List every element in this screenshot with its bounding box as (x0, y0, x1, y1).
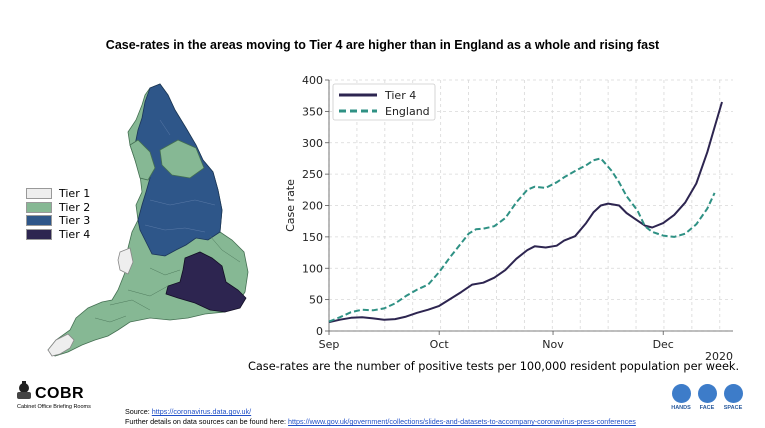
source-link[interactable]: https://coronavirus.data.gov.uk/ (151, 407, 252, 416)
source-footer: Source: https://coronavirus.data.gov.uk/… (125, 407, 636, 427)
y-tick-label: 0 (316, 325, 323, 338)
x-tick-label: Oct (430, 338, 450, 351)
map-tier4-southeast (165, 251, 247, 313)
y-axis-label: Case rate (284, 179, 297, 232)
y-tick-label: 300 (302, 137, 323, 150)
face-label: FACE (699, 405, 715, 411)
cobr-subtitle: Cabinet Office Briefing Rooms (17, 404, 91, 410)
x-tick-label: Dec (653, 338, 674, 351)
chart-legend-label: Tier 4 (384, 89, 416, 102)
hands-icon (671, 384, 691, 403)
hands-item: HANDS (670, 384, 692, 411)
map-tier2-yorkshire (159, 139, 205, 179)
y-tick-label: 50 (309, 294, 323, 307)
space-label: SPACE (723, 405, 743, 411)
space-item: SPACE (722, 384, 744, 411)
year-label: 2020 (705, 350, 733, 363)
map-legend: Tier 1 Tier 2 Tier 3 Tier 4 (26, 187, 90, 241)
face-item: FACE (696, 384, 718, 411)
slide-title: Case-rates in the areas moving to Tier 4… (105, 38, 660, 52)
hands-face-space: HANDS FACE SPACE (670, 384, 744, 411)
map-tier1-cornwall (47, 333, 75, 357)
map-tier2-cumbria (129, 139, 156, 181)
source-prefix: Source: (125, 407, 152, 416)
series-line-tier-4 (328, 101, 723, 324)
map-legend-entry: Tier 2 (26, 201, 90, 215)
map-legend-entry: Tier 4 (26, 228, 90, 242)
chart-caption: Case-rates are the number of positive te… (248, 360, 740, 373)
map-legend-label: Tier 3 (59, 214, 91, 228)
crest-icon (17, 381, 31, 399)
y-tick-label: 400 (302, 74, 323, 87)
y-tick-label: 350 (302, 105, 323, 118)
details-prefix: Further details on data sources can be f… (125, 417, 289, 426)
y-tick-label: 250 (302, 168, 323, 181)
map-legend-swatch (26, 188, 52, 200)
map-legend-swatch (26, 201, 52, 213)
cobr-logo: COBR (35, 385, 85, 402)
series-line-england (328, 157, 716, 323)
details-link[interactable]: https://www.gov.uk/government/collection… (288, 417, 636, 426)
x-tick-label: Sep (319, 338, 340, 351)
face-icon (697, 384, 717, 403)
map-district-lines (94, 235, 241, 323)
map-legend-label: Tier 1 (59, 187, 91, 201)
map-legend-swatch (26, 228, 52, 240)
hands-label: HANDS (671, 405, 691, 411)
map-legend-label: Tier 4 (59, 227, 91, 241)
x-tick-label: Nov (542, 338, 564, 351)
map-legend-label: Tier 2 (59, 200, 91, 214)
map-legend-swatch (26, 215, 52, 227)
y-tick-label: 100 (302, 262, 323, 275)
y-tick-label: 150 (302, 231, 323, 244)
y-tick-label: 200 (302, 200, 323, 213)
chart-legend-label: England (385, 105, 430, 118)
chart-legend-box (332, 83, 436, 121)
map-legend-entry: Tier 1 (26, 187, 90, 201)
space-icon (723, 384, 743, 403)
map-district-lines-north (144, 119, 216, 233)
map-tier1-herefordshire (117, 247, 134, 275)
map-legend-entry: Tier 3 (26, 214, 90, 228)
